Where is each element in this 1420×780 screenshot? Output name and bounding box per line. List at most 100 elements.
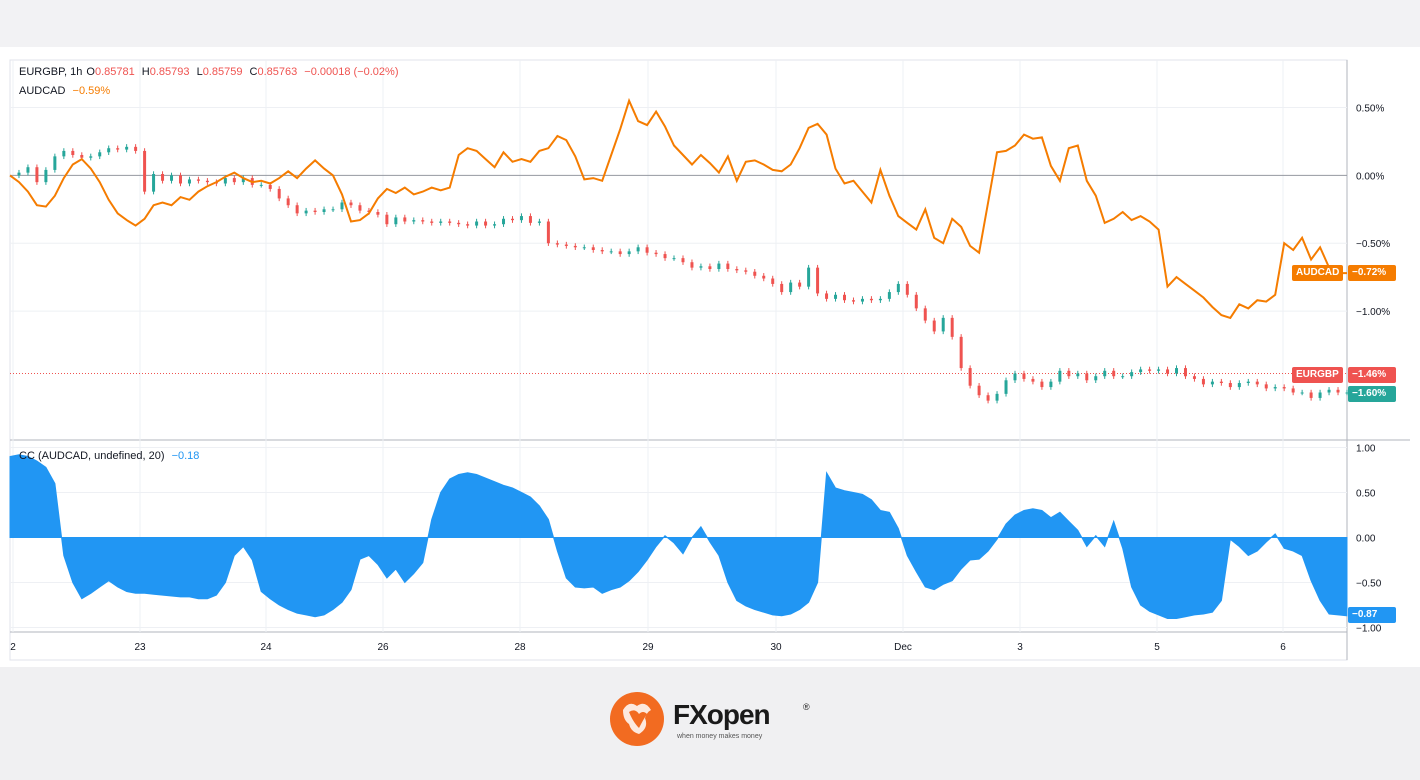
bull-face-icon <box>629 710 647 728</box>
candle-body <box>627 251 631 255</box>
candle-body <box>555 243 559 245</box>
candle-body <box>331 209 335 211</box>
legend-low: 0.85759 <box>202 66 243 78</box>
cc-tick-label: −0.50 <box>1356 579 1382 590</box>
cc-tick-label: −1.00 <box>1356 624 1382 635</box>
candle-body <box>349 202 353 206</box>
candle-body <box>98 152 102 157</box>
candle-body <box>1121 376 1125 378</box>
candle-body <box>1175 368 1179 374</box>
candle-body <box>537 221 541 223</box>
candle-body <box>914 294 918 309</box>
candle-body <box>1192 376 1196 379</box>
candle-body <box>367 210 371 212</box>
candle-body <box>340 202 344 210</box>
candle-body <box>376 212 380 215</box>
candle-body <box>475 221 479 226</box>
candle-body <box>762 275 766 279</box>
candle-body <box>232 178 236 183</box>
legend-open-label: O <box>86 66 95 78</box>
x-tick-label: 23 <box>134 642 146 653</box>
candle-body <box>816 267 820 294</box>
candle-body <box>923 308 927 321</box>
candle-body <box>1139 369 1143 373</box>
last-price-tag: −1.60% <box>1348 386 1396 402</box>
candle-body <box>645 247 649 253</box>
candle-body <box>851 300 855 302</box>
candle-body <box>44 169 48 183</box>
candle-body <box>295 205 299 214</box>
axis-layer: 2 23 24 26 28 29 30 Dec 3 5 6 0.50% 0.00% −0.50% −1.00… <box>10 104 1390 654</box>
x-tick-label: 29 <box>642 642 654 653</box>
y-tick-label: −0.50% <box>1356 239 1390 250</box>
candle-body <box>1067 370 1071 377</box>
chart-canvas[interactable]: 2 23 24 26 28 29 30 Dec 3 5 6 0.50% 0.00% −0.50% −1.00… <box>0 0 1420 670</box>
candle-body <box>1022 373 1026 379</box>
candle-body <box>591 247 595 250</box>
candle-body <box>1237 383 1241 388</box>
candle-body <box>546 221 550 244</box>
x-tick-label: 5 <box>1154 642 1160 653</box>
candle-body <box>950 317 954 337</box>
candle-body <box>26 167 30 173</box>
candle-body <box>663 254 667 259</box>
candle-body <box>17 172 21 176</box>
candle-body <box>636 247 640 252</box>
candle-body <box>107 148 111 153</box>
candle-body <box>1246 381 1250 383</box>
candle-body <box>717 263 721 269</box>
candle-body <box>1183 368 1187 377</box>
top-band <box>0 0 1420 47</box>
legend-high-label: H <box>141 66 150 78</box>
candle-body <box>582 247 586 249</box>
candle-body <box>1166 369 1170 374</box>
candle-body <box>1076 373 1080 377</box>
candle-body <box>394 217 398 225</box>
compare-legend: AUDCAD −0.59% <box>19 85 114 97</box>
candle-body <box>484 221 488 226</box>
candle-body <box>1291 388 1295 393</box>
x-tick-label: 30 <box>770 642 782 653</box>
candle-body <box>1219 381 1223 383</box>
compare-value: −0.59% <box>72 85 111 97</box>
candle-body <box>1300 392 1304 394</box>
candle-body <box>358 205 362 211</box>
candle-body <box>986 395 990 401</box>
legend-symbol: EURGBP, 1h <box>19 66 83 78</box>
candle-body <box>995 393 999 401</box>
candle-body <box>834 294 838 299</box>
candle-body <box>905 283 909 295</box>
x-tick-label: 3 <box>1017 642 1023 653</box>
candle-body <box>699 266 703 268</box>
candle-body <box>896 283 900 293</box>
candle-body <box>304 210 308 214</box>
candle-body <box>1273 387 1277 389</box>
cc-area <box>9 454 1348 619</box>
candle-body <box>53 156 57 170</box>
candle-body <box>735 269 739 271</box>
candle-body <box>1103 370 1107 377</box>
legend-open: 0.85781 <box>94 66 135 78</box>
candle-body <box>708 266 712 269</box>
candle-body <box>89 156 93 158</box>
candle-body <box>134 146 138 151</box>
candle-body <box>941 317 945 332</box>
candle-body <box>564 244 568 246</box>
candle-body <box>1112 370 1116 377</box>
candle-body <box>798 282 802 287</box>
candle-body <box>223 178 227 184</box>
candle-body <box>1309 392 1313 398</box>
candle-body <box>466 224 470 226</box>
y-tick-label: 0.00% <box>1356 171 1384 182</box>
cc-tick-label: 1.00 <box>1356 444 1376 455</box>
y-tick-label: 0.50% <box>1356 104 1384 115</box>
candle-body <box>654 252 658 255</box>
candle-body <box>573 245 577 248</box>
candle-body <box>519 216 523 221</box>
candle-body <box>502 218 506 225</box>
candle-body <box>187 179 191 184</box>
cc-value-tag: −0.87 <box>1348 607 1396 623</box>
candle-body <box>932 320 936 332</box>
candle-body <box>1228 383 1232 388</box>
candle-body <box>268 184 272 189</box>
